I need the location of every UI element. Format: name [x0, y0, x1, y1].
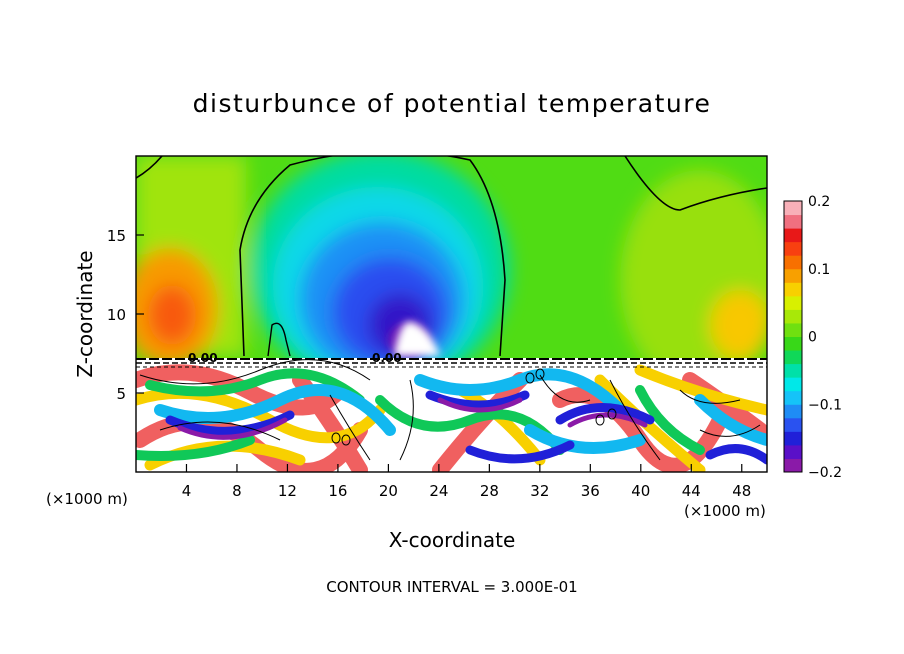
x-tick-label: 48 [732, 482, 751, 500]
x-tick-label: 28 [480, 482, 499, 500]
y-axis-label: Z-coordinate [73, 250, 97, 377]
colorbar-tick-label: −0.2 [808, 465, 842, 481]
colorbar-swatch [784, 295, 802, 310]
zero-contour-left-plume [239, 156, 506, 357]
inversion-layer [136, 358, 767, 368]
colorbar-swatch [784, 350, 802, 365]
colorbar-tick-label: −0.1 [808, 397, 842, 413]
colorbar-swatch [784, 458, 802, 473]
colorbar-swatch [784, 377, 802, 392]
upper-field [136, 156, 767, 390]
zero-contour-top-right [624, 156, 767, 211]
colorbar-swatch [784, 214, 802, 229]
x-unit-right: (×1000 m) [684, 502, 766, 520]
zero-contour-top-left [136, 156, 163, 179]
colorbar-swatch [784, 228, 802, 243]
x-tick-label: 36 [581, 482, 600, 500]
colorbar-swatch [784, 309, 802, 324]
colorbar-swatch [784, 255, 802, 270]
colorbar-tick-label: 0.1 [808, 262, 830, 278]
x-tick-label: 20 [379, 482, 398, 500]
cold-core-white [394, 321, 440, 356]
warm-anomaly-right [710, 290, 767, 360]
x-tick-label: 40 [631, 482, 650, 500]
colorbar-swatch [784, 268, 802, 283]
x-tick-label: 12 [278, 482, 297, 500]
x-tick-label: 44 [682, 482, 701, 500]
lower-turbulent-band [136, 364, 767, 472]
plot-area: 0.00 0.00 [136, 156, 767, 472]
colorbar [783, 200, 803, 473]
lower-layer-contours [139, 359, 761, 461]
y-tick-label: 10 [107, 306, 126, 324]
zero-contour-small [267, 322, 291, 357]
colorbar-swatch [784, 404, 802, 419]
colorbar-swatch [784, 417, 802, 432]
chart-title: disturbunce of potential temperature [193, 89, 712, 118]
contour-interval-note: CONTOUR INTERVAL = 3.000E-01 [326, 578, 577, 596]
colorbar-ticks: 0.2 0.1 0 −0.1 −0.2 [808, 194, 842, 481]
y-tick-label: 15 [107, 227, 126, 245]
x-tick-label: 32 [530, 482, 549, 500]
colorbar-swatch [784, 282, 802, 297]
x-tick-label: 4 [182, 482, 192, 500]
contour-label-center: 0.00 [372, 351, 402, 365]
colorbar-swatch [784, 363, 802, 378]
y-axis-ticks: 5 10 15 [107, 227, 144, 403]
x-axis-label: X-coordinate [389, 528, 516, 552]
x-tick-label: 8 [232, 482, 242, 500]
colorbar-swatch [784, 390, 802, 405]
colorbar-swatch [784, 241, 802, 256]
colorbar-tick-label: 0 [808, 330, 817, 346]
colorbar-frame [783, 200, 803, 473]
x-tick-label: 24 [429, 482, 448, 500]
colorbar-swatch [784, 201, 802, 216]
x-unit-left: (×1000 m) [46, 490, 128, 508]
y-tick-label: 5 [116, 385, 126, 403]
warm-anomaly-left-core [148, 285, 196, 345]
colorbar-swatch [784, 322, 802, 337]
x-axis-ticks: 4 8 12 16 20 24 28 32 36 40 44 48 [182, 464, 751, 500]
x-tick-label: 16 [328, 482, 347, 500]
colorbar-swatch [784, 444, 802, 459]
colorbar-swatch [784, 431, 802, 446]
contour-label-left: 0.00 [188, 351, 218, 365]
colorbar-swatch [784, 336, 802, 351]
colorbar-tick-label: 0.2 [808, 194, 830, 210]
